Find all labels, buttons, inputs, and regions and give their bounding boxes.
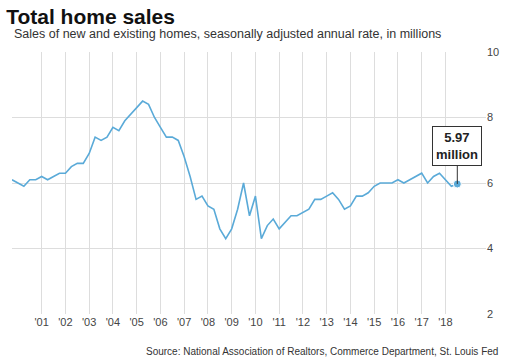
svg-text:8: 8 <box>487 111 493 123</box>
svg-text:'08: '08 <box>201 316 215 328</box>
svg-text:'01: '01 <box>35 316 49 328</box>
svg-text:'04: '04 <box>106 316 120 328</box>
svg-text:Source: National Association o: Source: National Association of Realtors… <box>146 346 498 357</box>
svg-text:'07: '07 <box>177 316 191 328</box>
svg-text:'11: '11 <box>272 316 286 328</box>
svg-text:'05: '05 <box>130 316 144 328</box>
svg-text:Total home sales: Total home sales <box>6 5 175 28</box>
svg-text:6: 6 <box>487 177 493 189</box>
svg-text:'17: '17 <box>415 316 429 328</box>
svg-text:'02: '02 <box>58 316 72 328</box>
svg-text:'13: '13 <box>320 316 334 328</box>
svg-text:5.97million: 5.97million <box>436 130 478 162</box>
svg-text:'15: '15 <box>367 316 381 328</box>
svg-text:10: 10 <box>487 46 499 58</box>
svg-text:'18: '18 <box>438 316 452 328</box>
svg-text:'14: '14 <box>343 316 357 328</box>
svg-text:'16: '16 <box>391 316 405 328</box>
svg-text:'12: '12 <box>296 316 310 328</box>
svg-text:'03: '03 <box>82 316 96 328</box>
svg-text:4: 4 <box>487 242 493 254</box>
svg-text:'09: '09 <box>225 316 239 328</box>
svg-text:'06: '06 <box>153 316 167 328</box>
svg-text:'10: '10 <box>248 316 262 328</box>
svg-text:Sales of new and existing home: Sales of new and existing homes, seasona… <box>14 27 441 41</box>
svg-text:2: 2 <box>487 308 493 320</box>
